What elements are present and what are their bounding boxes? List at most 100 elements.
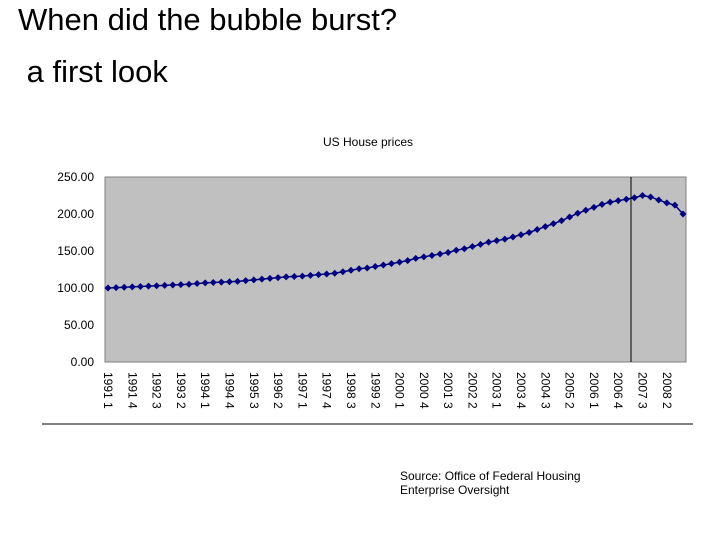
point [663, 199, 671, 207]
x-tick-label: 2007 3 [636, 372, 650, 409]
point [485, 238, 493, 246]
x-tick-label: 1992 3 [150, 372, 164, 409]
point [371, 263, 379, 271]
y-tick-label: 100.00 [57, 281, 94, 295]
chart-title: US House prices [323, 135, 413, 149]
point [298, 272, 306, 280]
point [501, 235, 509, 243]
point [606, 198, 614, 206]
point [647, 193, 655, 201]
point [444, 248, 452, 256]
point [477, 240, 485, 248]
point [387, 260, 395, 268]
y-tick-label: 200.00 [57, 207, 94, 221]
point [177, 281, 185, 289]
point [630, 194, 638, 202]
point [655, 196, 663, 204]
y-tick-label: 150.00 [57, 244, 94, 258]
point [533, 226, 541, 234]
x-tick-label: 1997 1 [295, 372, 309, 409]
point [566, 213, 574, 221]
point [639, 192, 647, 199]
point [509, 233, 517, 241]
point [323, 270, 331, 278]
y-tick-label: 50.00 [64, 318, 94, 332]
slide-title: a first look [18, 54, 168, 89]
point [598, 200, 606, 208]
point [549, 220, 557, 228]
slide-title: When did the bubble burst? [18, 2, 397, 37]
point [541, 223, 549, 231]
point [363, 264, 371, 272]
x-tick-label: 2003 4 [514, 372, 528, 409]
point [436, 250, 444, 258]
point [671, 201, 679, 209]
point [339, 268, 347, 276]
point [274, 274, 282, 282]
point [355, 265, 363, 273]
point [622, 195, 630, 203]
point [217, 278, 225, 286]
point [128, 283, 136, 291]
point [404, 257, 412, 265]
x-tick-label: 2002 2 [465, 372, 479, 409]
point [282, 273, 290, 281]
point [679, 210, 687, 218]
x-tick-label: 2005 2 [563, 372, 577, 409]
x-tick-label: 1995 3 [247, 372, 261, 409]
point [468, 243, 476, 251]
point [525, 229, 533, 236]
point [193, 280, 201, 288]
point [161, 281, 169, 289]
point [452, 246, 460, 254]
x-tick-label: 2000 4 [417, 372, 431, 409]
x-tick-label: 1998 3 [344, 372, 358, 409]
x-tick-label: 1991 4 [125, 372, 139, 409]
x-tick-label: 2006 1 [587, 372, 601, 409]
x-tick-label: 2006 4 [611, 372, 625, 409]
plot-area [104, 176, 687, 363]
point [104, 284, 112, 292]
point [242, 277, 250, 285]
point [379, 261, 387, 269]
point [493, 237, 501, 245]
x-tick-label: 1999 2 [368, 372, 382, 409]
point [420, 253, 428, 261]
x-tick-label: 1991 1 [101, 372, 115, 409]
source: Source: Office of Federal Housing [400, 469, 581, 483]
point [290, 273, 298, 281]
point [112, 284, 120, 292]
x-tick-label: 2000 1 [393, 372, 407, 409]
point [331, 269, 339, 277]
source: Enterprise Oversight [400, 483, 510, 497]
point [225, 278, 233, 286]
point [258, 275, 266, 283]
x-tick-label: 1994 1 [198, 372, 212, 409]
point [428, 251, 436, 259]
point [517, 231, 525, 239]
x-tick-label: 1993 2 [174, 372, 188, 409]
point [460, 245, 468, 253]
x-tick-label: 1994 4 [222, 372, 236, 409]
point [582, 206, 590, 214]
point [250, 276, 258, 284]
point [185, 280, 193, 288]
x-tick-label: 2003 1 [490, 372, 504, 409]
x-tick-label: 2004 3 [538, 372, 552, 409]
point [169, 281, 177, 289]
point [590, 203, 598, 211]
point [315, 271, 323, 279]
point [412, 254, 420, 262]
point [266, 274, 274, 282]
point [234, 277, 242, 285]
marks [104, 192, 687, 292]
point [574, 209, 582, 217]
point [144, 282, 152, 290]
x-tick-label: 1997 4 [320, 372, 334, 409]
point [347, 266, 355, 274]
point [306, 271, 314, 279]
point [201, 279, 209, 287]
point [558, 217, 566, 225]
x-tick-label: 2001 3 [441, 372, 455, 409]
